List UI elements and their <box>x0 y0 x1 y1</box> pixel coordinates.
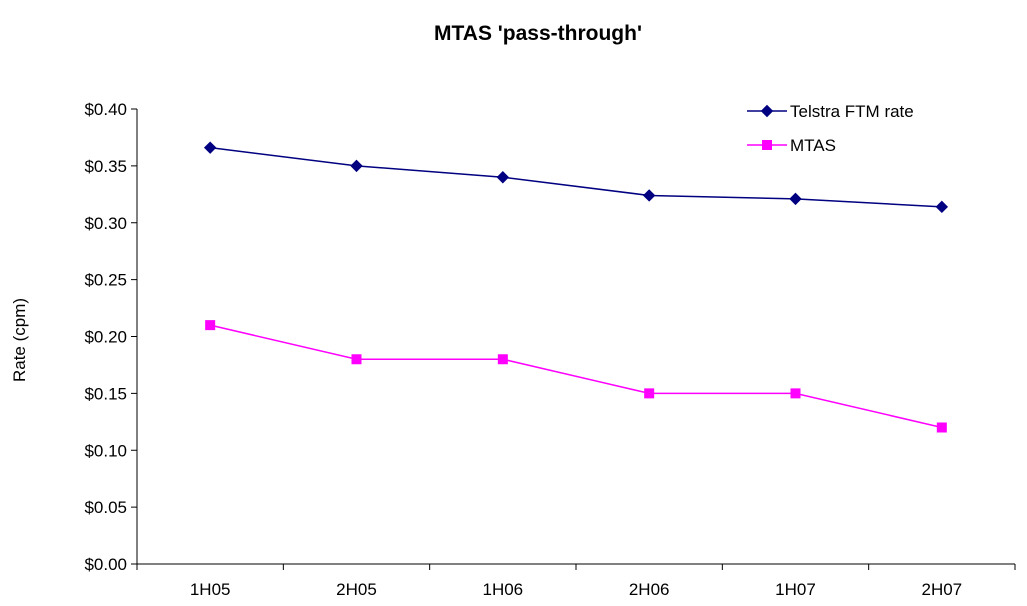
data-point <box>789 192 802 206</box>
y-tick-label: $0.25 <box>84 271 127 290</box>
y-tick-label: $0.05 <box>84 498 127 517</box>
data-point <box>205 320 216 331</box>
legend-label: MTAS <box>790 136 836 155</box>
data-point <box>642 189 656 202</box>
data-point <box>936 422 947 433</box>
y-tick-label: $0.40 <box>84 100 127 119</box>
x-tick-label: 1H05 <box>190 580 231 599</box>
series-line <box>209 324 943 429</box>
y-ticks: $0.00 $0.05 $0.10 $0.15 $0.20 $0.25 $0.30 $0.35… <box>84 100 137 574</box>
series-2 <box>205 320 947 433</box>
legend-label: Telstra FTM rate <box>790 102 914 121</box>
legend: Telstra FTM rate MTAS <box>747 102 914 155</box>
data-point <box>790 388 801 399</box>
y-tick-label: $0.10 <box>84 441 127 460</box>
series-layer <box>203 141 949 433</box>
y-tick-label: $0.15 <box>84 384 127 403</box>
series-1 <box>203 141 949 214</box>
data-point <box>496 171 510 184</box>
legend-item: Telstra FTM rate <box>747 102 914 121</box>
data-point <box>644 388 655 399</box>
y-tick-label: $0.00 <box>84 555 127 574</box>
legend-marker <box>760 104 774 118</box>
plot-area: $0.00 $0.05 $0.10 $0.15 $0.20 $0.25 $0.30 $0.35… <box>84 100 1016 599</box>
x-tick-label: 2H05 <box>336 580 377 599</box>
data-point <box>351 354 362 365</box>
chart-title: MTAS 'pass-through' <box>434 22 642 45</box>
data-point <box>350 159 363 173</box>
data-point <box>935 200 949 214</box>
x-ticks: 1H05 2H05 1H06 2H06 1H07 2H07 <box>136 564 1016 599</box>
series-line <box>210 146 942 208</box>
data-point <box>497 354 508 365</box>
data-point <box>203 141 217 154</box>
legend-marker <box>762 140 772 150</box>
legend-item: MTAS <box>747 136 836 155</box>
x-tick-label: 2H06 <box>629 580 670 599</box>
y-tick-label: $0.35 <box>84 157 127 176</box>
x-tick-label: 1H06 <box>483 580 524 599</box>
x-tick-label: 2H07 <box>922 580 963 599</box>
y-tick-label: $0.20 <box>84 328 127 347</box>
y-axis-label: Rate (cpm) <box>10 298 29 382</box>
x-tick-label: 1H07 <box>775 580 816 599</box>
y-tick-label: $0.30 <box>84 214 127 233</box>
